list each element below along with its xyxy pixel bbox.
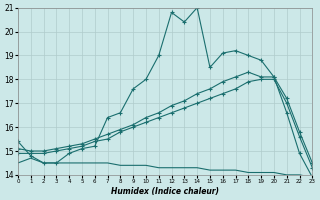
X-axis label: Humidex (Indice chaleur): Humidex (Indice chaleur) (111, 187, 219, 196)
